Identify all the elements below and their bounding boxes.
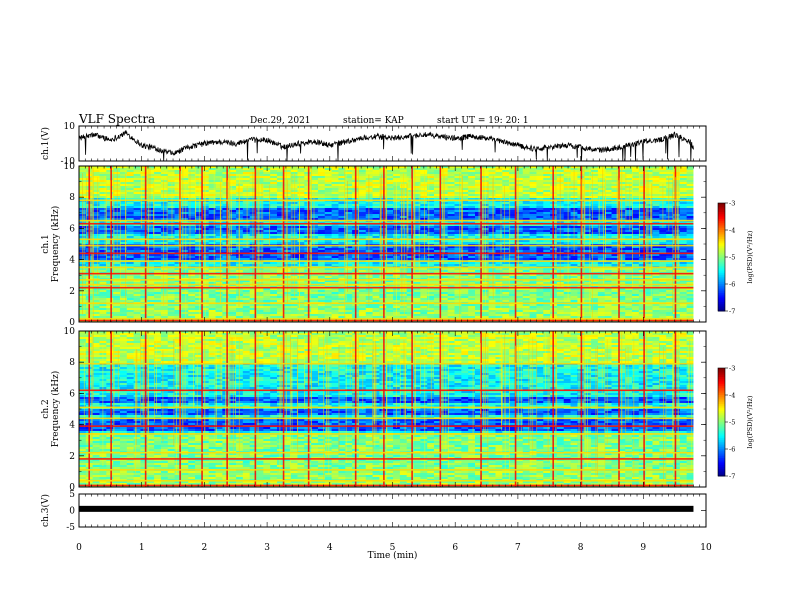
station-label: station= KAP — [343, 116, 404, 126]
ch1-waveform-frame — [79, 126, 706, 161]
figure-title: VLF Spectra — [78, 112, 155, 126]
y-tick-label: 10 — [64, 122, 76, 132]
ch1-waveform-line — [79, 130, 694, 161]
start-time-label: start UT = 19: 20: 1 — [437, 116, 529, 126]
date-label: Dec.29, 2021 — [250, 116, 311, 126]
y-axis-label: ch.1(V) — [40, 127, 51, 160]
